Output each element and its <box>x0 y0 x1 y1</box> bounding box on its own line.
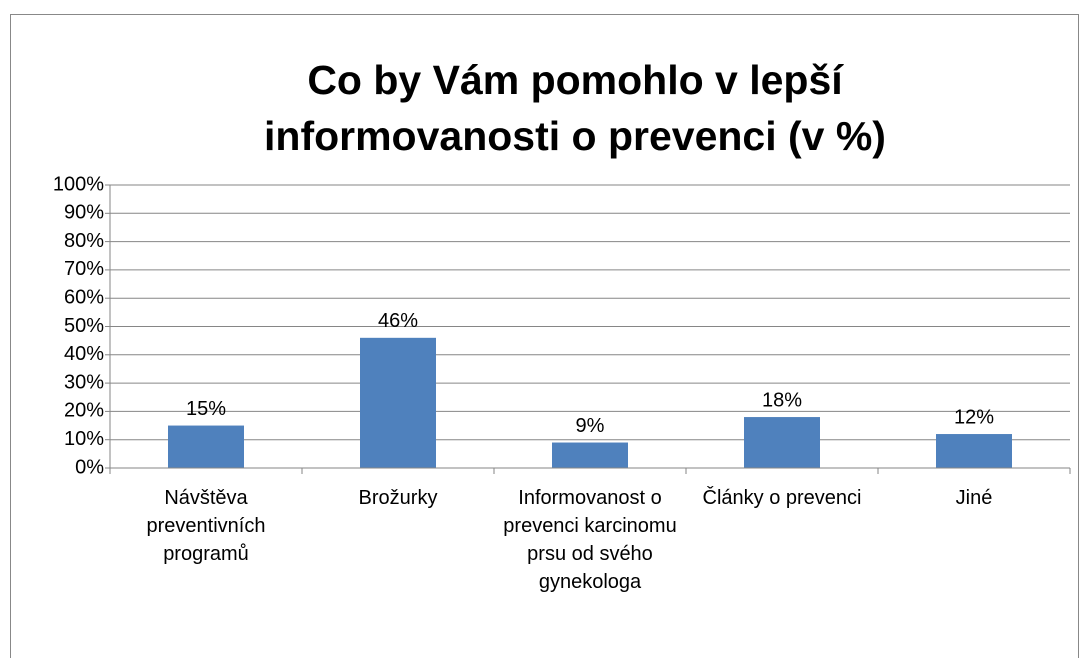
data-label: 9% <box>576 415 605 437</box>
bar <box>744 417 820 468</box>
y-tick-label: 50% <box>64 315 104 337</box>
y-tick-label: 60% <box>64 286 104 308</box>
y-tick-label: 0% <box>75 456 104 478</box>
x-tick-label: Brožurky <box>358 487 438 509</box>
y-tick-label: 70% <box>64 258 104 280</box>
y-tick-label: 90% <box>64 202 104 224</box>
y-tick-label: 10% <box>64 428 104 450</box>
data-label: 46% <box>378 310 418 332</box>
bar <box>360 337 436 468</box>
x-tick-label: Návštěva preventivních programů <box>146 487 266 565</box>
x-tick-label: Jiné <box>955 487 993 509</box>
data-label: 12% <box>954 406 994 428</box>
chart-title: Co by Vám pomohlo v lepší informovanosti… <box>264 57 886 159</box>
x-tick-label: Informovanost o prevenci karcinomu prsu … <box>503 487 677 593</box>
bar <box>168 425 244 468</box>
bar <box>936 434 1012 468</box>
y-tick-label: 40% <box>64 343 104 365</box>
y-tick-label: 20% <box>64 400 104 422</box>
bar <box>552 442 628 468</box>
x-tick-label: Články o prevenci <box>702 487 862 509</box>
data-label: 15% <box>186 398 226 420</box>
data-label: 18% <box>762 389 802 411</box>
y-tick-label: 80% <box>64 230 104 252</box>
y-tick-label: 30% <box>64 371 104 393</box>
y-tick-label: 100% <box>53 173 104 195</box>
chart-border <box>10 14 1079 658</box>
